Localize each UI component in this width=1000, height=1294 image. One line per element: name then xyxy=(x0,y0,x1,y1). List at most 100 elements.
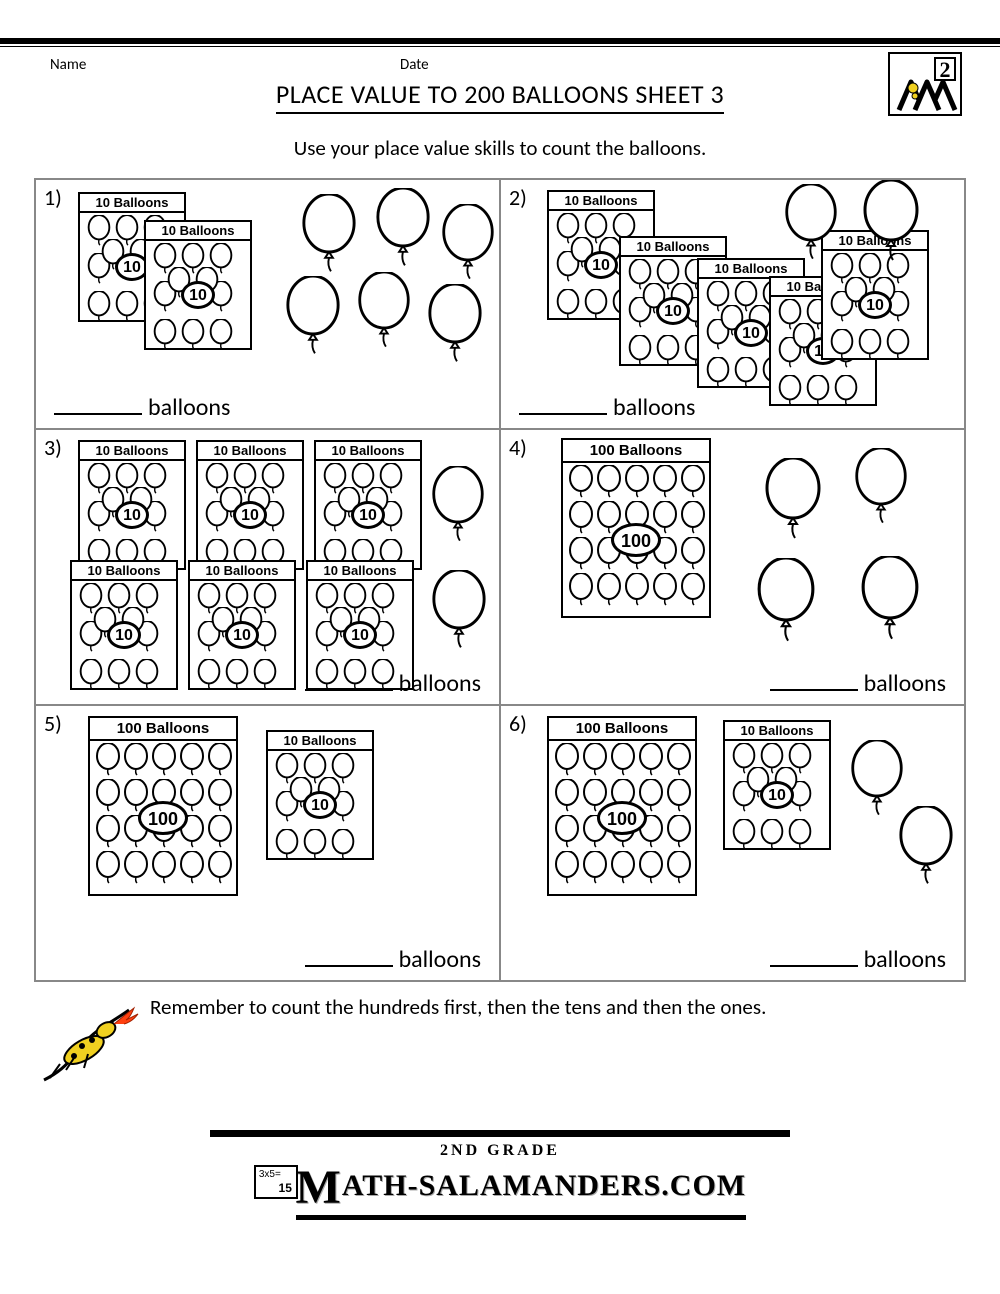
mini-balloon-icon xyxy=(553,743,581,777)
mini-balloon-icon xyxy=(150,743,178,777)
mini-balloon-icon xyxy=(679,501,707,535)
balloon-icon xyxy=(440,204,496,282)
answer-word: balloons xyxy=(613,393,695,422)
answer-word: balloons xyxy=(864,669,946,698)
question-number: 2) xyxy=(509,184,527,211)
card-number: 100 xyxy=(597,801,647,835)
mini-balloon-icon xyxy=(180,319,206,351)
problem-cell: 2)10 Balloons1010 Balloons1010 Balloons1… xyxy=(500,179,965,429)
problem-grid: 1)10 Balloons1010 Balloons10balloons2)10… xyxy=(34,178,966,982)
instruction: Use your place value skills to count the… xyxy=(0,135,1000,161)
ten-balloons-card: 10 Balloons10 xyxy=(144,220,252,350)
mini-balloon-icon xyxy=(665,851,693,885)
answer-word: balloons xyxy=(148,393,230,422)
mini-balloon-icon xyxy=(134,659,160,691)
footer-big-m: M xyxy=(296,1160,342,1215)
answer-blank[interactable] xyxy=(770,963,858,967)
mini-balloon-icon xyxy=(114,291,140,323)
mini-balloon-icon xyxy=(106,659,132,691)
mini-balloon-icon xyxy=(651,465,679,499)
mini-balloon-icon xyxy=(595,465,623,499)
card-body: 10 xyxy=(198,461,302,569)
mini-balloon-icon xyxy=(553,851,581,885)
mini-balloon-icon xyxy=(637,851,665,885)
mini-balloon-icon xyxy=(252,659,278,691)
question-number: 4) xyxy=(509,434,527,461)
mini-balloon-icon xyxy=(567,573,595,607)
mini-balloon-icon xyxy=(274,829,300,861)
card-number: 10 xyxy=(225,621,259,649)
question-number: 5) xyxy=(44,710,62,737)
card-label: 10 Balloons xyxy=(146,222,250,241)
answer-blank[interactable] xyxy=(770,687,858,691)
answer-line[interactable]: balloons xyxy=(305,669,481,698)
ten-balloons-card: 10 Balloons10 xyxy=(70,560,178,690)
card-label: 10 Balloons xyxy=(80,442,184,461)
mini-balloon-icon xyxy=(94,743,122,777)
mini-balloon-icon xyxy=(627,335,653,367)
footer-brand: 2ND GRADE MATH-SALAMANDERS.COM xyxy=(0,1142,1000,1220)
mini-balloon-icon xyxy=(731,819,757,851)
mini-balloon-icon xyxy=(655,335,681,367)
card-number: 10 xyxy=(115,501,149,529)
salamander-icon xyxy=(34,1000,144,1090)
mini-balloon-icon xyxy=(581,743,609,777)
card-label: 10 Balloons xyxy=(316,442,420,461)
name-label: Name xyxy=(50,56,400,74)
mini-balloon-icon xyxy=(787,819,813,851)
card-label: 10 Balloons xyxy=(621,238,725,257)
header-labels: Name Date xyxy=(50,56,950,74)
mini-balloon-icon xyxy=(833,375,859,407)
mini-balloon-icon xyxy=(152,319,178,351)
card-number: 10 xyxy=(303,791,337,819)
answer-blank[interactable] xyxy=(305,687,393,691)
question-number: 3) xyxy=(44,434,62,461)
date-label: Date xyxy=(400,56,429,74)
card-body: 100 xyxy=(90,741,236,895)
footer-card-icon xyxy=(254,1165,298,1199)
balloon-icon xyxy=(374,188,432,269)
balloon-icon xyxy=(426,284,484,365)
mini-balloon-icon xyxy=(555,289,581,321)
card-number: 100 xyxy=(611,523,661,557)
mini-balloon-icon xyxy=(206,743,234,777)
answer-blank[interactable] xyxy=(54,411,142,415)
balloon-icon xyxy=(755,558,817,645)
mini-balloon-icon xyxy=(679,465,707,499)
card-body: 10 xyxy=(725,741,829,849)
mini-balloon-icon xyxy=(122,851,150,885)
answer-line[interactable]: balloons xyxy=(519,393,695,422)
card-body: 10 xyxy=(190,581,294,689)
mini-balloon-icon xyxy=(553,779,581,813)
card-number: 10 xyxy=(107,621,141,649)
mini-balloon-icon xyxy=(733,357,759,389)
ten-balloons-card: 10 Balloons10 xyxy=(723,720,831,850)
mini-balloon-icon xyxy=(86,291,112,323)
answer-blank[interactable] xyxy=(519,411,607,415)
balloon-icon xyxy=(763,458,823,542)
answer-line[interactable]: balloons xyxy=(54,393,230,422)
card-label: 10 Balloons xyxy=(190,562,294,581)
mini-balloon-icon xyxy=(206,779,234,813)
mini-balloon-icon xyxy=(777,375,803,407)
answer-blank[interactable] xyxy=(305,963,393,967)
mini-balloon-icon xyxy=(581,851,609,885)
hundred-balloons-card: 100 Balloons100 xyxy=(547,716,697,896)
page-title-wrap: PLACE VALUE TO 200 BALLOONS SHEET 3 xyxy=(0,78,1000,110)
balloon-icon xyxy=(430,570,488,651)
mini-balloon-icon xyxy=(583,289,609,321)
mini-balloon-icon xyxy=(759,819,785,851)
balloon-icon xyxy=(861,180,921,264)
answer-line[interactable]: balloons xyxy=(770,945,946,974)
mini-balloon-icon xyxy=(150,851,178,885)
card-number: 10 xyxy=(734,319,768,347)
mini-balloon-icon xyxy=(178,743,206,777)
mini-balloon-icon xyxy=(94,779,122,813)
answer-line[interactable]: balloons xyxy=(770,669,946,698)
mini-balloon-icon xyxy=(208,319,234,351)
problem-cell: 1)10 Balloons1010 Balloons10balloons xyxy=(35,179,500,429)
hundred-balloons-card: 100 Balloons100 xyxy=(88,716,238,896)
answer-line[interactable]: balloons xyxy=(305,945,481,974)
mini-balloon-icon xyxy=(224,659,250,691)
question-number: 1) xyxy=(44,184,62,211)
